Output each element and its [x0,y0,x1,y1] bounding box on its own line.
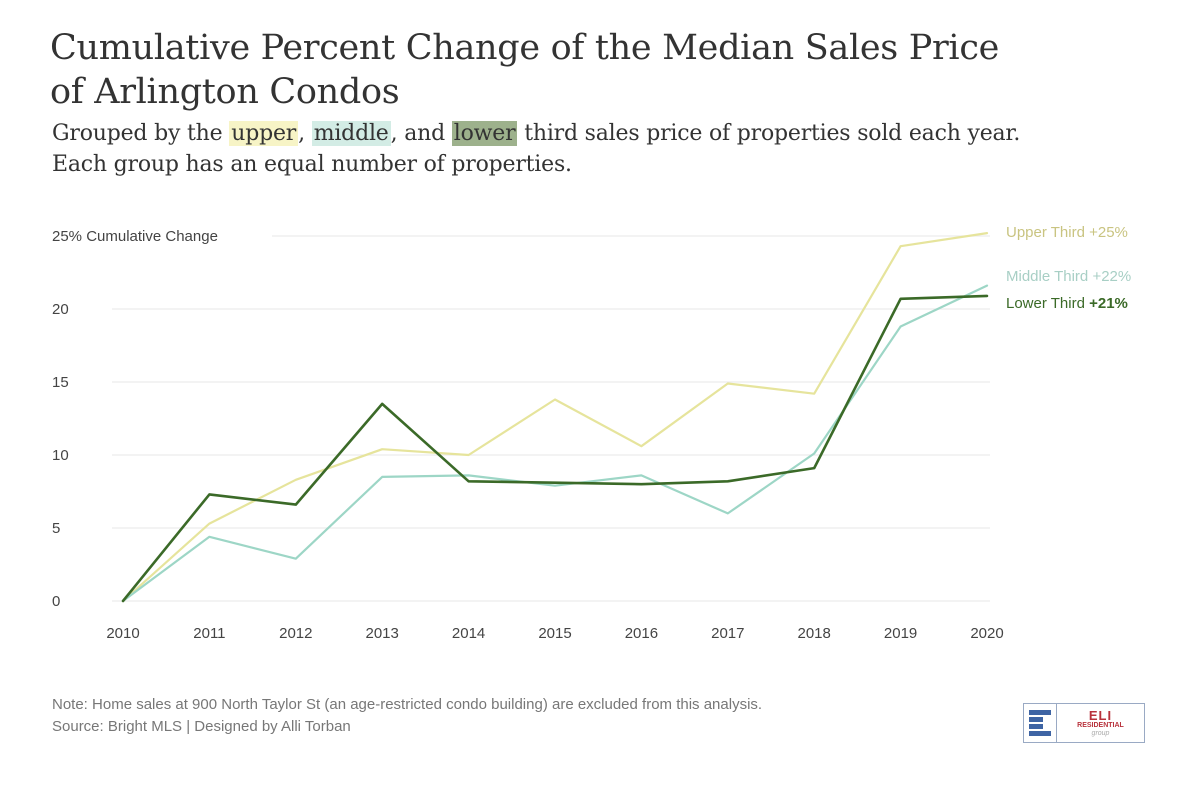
subtitle-highlight-upper: upper [229,121,299,146]
subtitle-highlight-lower: lower [451,121,518,146]
x-tick-label: 2018 [798,625,831,642]
series-line-upper [121,232,989,603]
footnote: Note: Home sales at 900 North Taylor St … [52,694,762,738]
x-tick-label: 2010 [106,625,139,642]
x-tick-label: 2016 [625,625,658,642]
x-tick-label: 2019 [884,625,917,642]
subtitle-prefix: Grouped by the [52,121,230,146]
logo-name: ELI [1088,708,1113,723]
subtitle-highlight-middle: middle [311,121,391,146]
end-label-name: Lower Third [1006,295,1089,312]
x-tick-label: 2013 [366,625,399,642]
subtitle-separator: , and [390,121,452,146]
end-label-name: Upper Third [1006,224,1089,241]
logo-e-mark-icon [1024,704,1057,742]
end-label-lower: Lower Third +21% [1006,295,1128,312]
chart-title-line2: of Arlington Condos [50,72,400,112]
footnote-source: Source: Bright MLS | Designed by Alli To… [52,718,351,735]
series-end-labels: Upper Third +25%Middle Third +22%Lower T… [1006,224,1131,312]
y-tick-label: 15 [52,374,69,391]
subtitle-separator: , [298,121,312,146]
y-tick-label: 20 [52,301,69,318]
y-tick-label: 10 [52,447,69,464]
logo-line2: RESIDENTIAL [1077,722,1124,729]
y-axis-ticks: 0 5 10 15 20 25% Cumulative Change [52,228,218,610]
end-label-value: +25% [1089,224,1128,241]
footnote-note: Note: Home sales at 900 North Taylor St … [52,696,763,713]
x-tick-label: 2012 [279,625,312,642]
end-label-value: +21% [1089,295,1128,312]
chart-subtitle: Grouped by the upper, middle, and lower … [52,118,1172,180]
series-line-lower [121,294,989,603]
subtitle-suffix: third sales price of properties sold eac… [517,121,1021,146]
y-tick-label: 25% Cumulative Change [52,228,218,245]
end-label-value: +22% [1092,268,1131,285]
series-lines [121,232,989,603]
eli-residential-logo: ELI RESIDENTIAL group [1023,703,1145,743]
subtitle-line2: Each group has an equal number of proper… [52,152,572,177]
series-line-middle [121,284,989,603]
chart-title-line1: Cumulative Percent Change of the Median … [50,28,1000,68]
x-tick-label: 2014 [452,625,485,642]
gridlines [112,235,990,602]
y-tick-label: 5 [52,520,60,537]
end-label-upper: Upper Third +25% [1006,224,1128,241]
chart-title: Cumulative Percent Change of the Median … [50,26,1150,114]
x-tick-label: 2020 [970,625,1003,642]
x-tick-label: 2015 [538,625,571,642]
end-label-middle: Middle Third +22% [1006,268,1131,285]
logo-text: ELI RESIDENTIAL group [1057,704,1144,742]
end-label-name: Middle Third [1006,268,1092,285]
x-tick-label: 2011 [193,625,225,642]
x-tick-label: 2017 [711,625,744,642]
y-tick-label: 0 [52,593,60,610]
x-axis-ticks: 2010 2011 2012 2013 2014 2015 2016 2017 2018 2019… [106,625,1003,642]
logo-line3: group [1091,730,1110,737]
